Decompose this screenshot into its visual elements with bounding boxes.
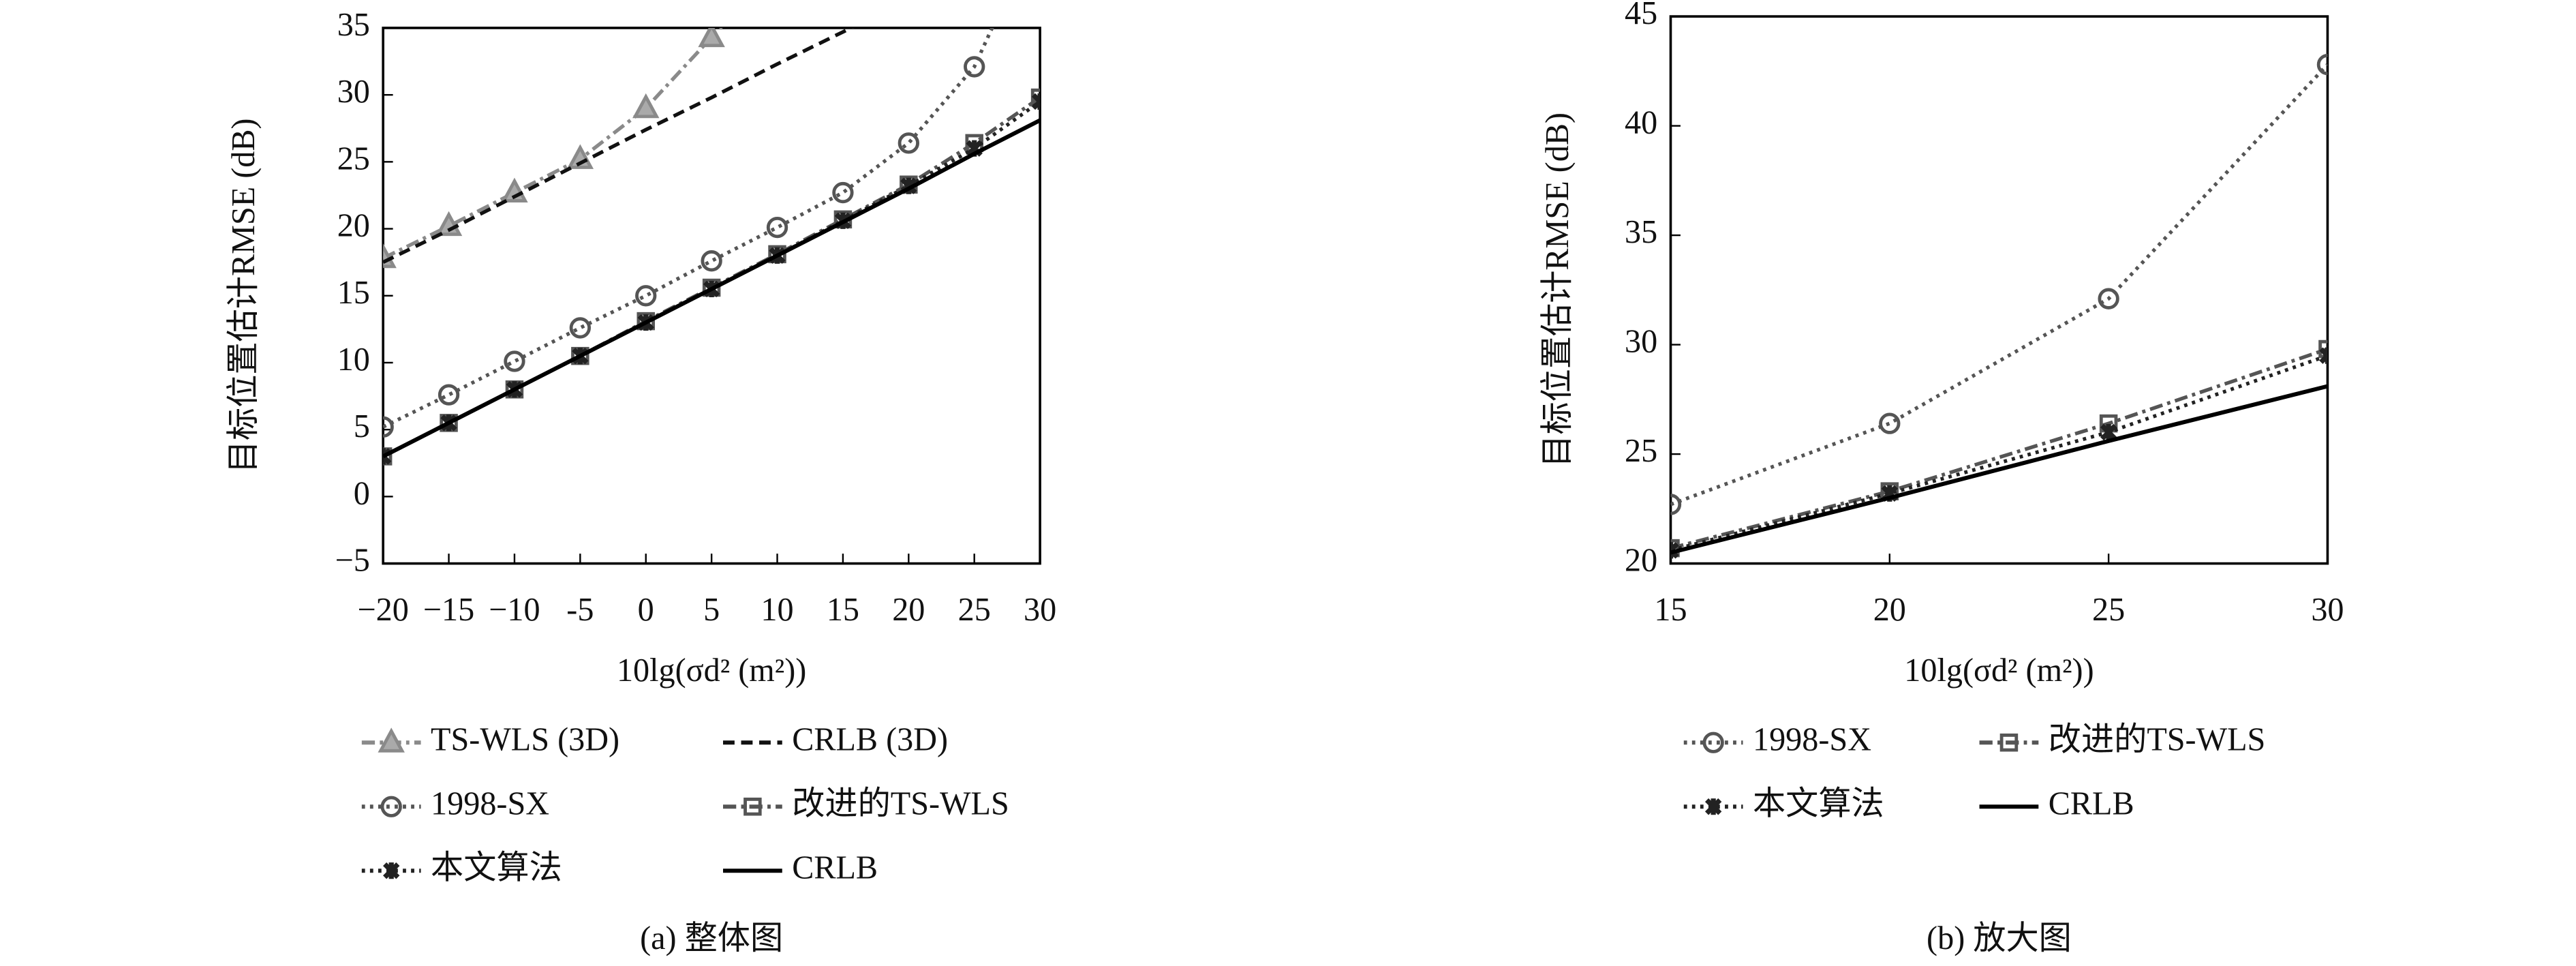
marker [701, 250, 722, 272]
series-line [383, 100, 1041, 458]
legend-label: 1998-SX [1753, 721, 1871, 757]
marker [743, 797, 762, 816]
x-tick-label: 5 [703, 592, 720, 628]
marker [832, 181, 854, 204]
marker [438, 384, 460, 406]
marker [1999, 734, 2019, 752]
legend-label: CRLB [792, 849, 878, 886]
legend-label: 1998-SX [431, 785, 549, 821]
x-tick-label: −10 [489, 592, 540, 628]
marker [2318, 339, 2328, 359]
marker [1704, 798, 1722, 815]
y-tick-label: 25 [1625, 433, 1657, 469]
series-line [1670, 354, 2328, 552]
plot-frame [1669, 15, 2329, 565]
y-tick-label: 40 [1625, 105, 1657, 141]
y-tick-label: 35 [1625, 214, 1657, 250]
series-line [1670, 347, 2328, 550]
plot-area [383, 27, 1041, 466]
x-axis-label: 10lg(σd² (m²)) [1904, 652, 2094, 689]
marker [898, 132, 919, 154]
y-axis-label: 目标位置估计RMSE (dB) [226, 118, 262, 473]
x-tick-label: -5 [566, 592, 594, 628]
marker [380, 796, 402, 817]
y-tick-label: 20 [1625, 543, 1657, 579]
y-tick-label: 10 [337, 342, 370, 378]
series-line [1670, 384, 2328, 555]
legend-label: 改进的TS-WLS [2049, 721, 2266, 757]
marker [632, 93, 660, 119]
marker [698, 27, 725, 48]
marker [1670, 494, 1682, 515]
marker [504, 350, 525, 372]
marker [1670, 539, 1680, 558]
legend-label: CRLB [2049, 785, 2134, 821]
marker [964, 56, 985, 78]
x-tick-label: 10 [761, 592, 793, 628]
y-axis-label: 目标位置估计RMSE (dB) [1539, 112, 1576, 468]
marker [1879, 412, 1901, 434]
y-tick-label: 30 [1625, 324, 1657, 360]
marker [383, 862, 400, 879]
x-tick-label: 20 [1873, 592, 1906, 628]
y-tick-label: 30 [337, 74, 370, 110]
marker [1031, 93, 1041, 110]
series-line [1670, 63, 2328, 507]
y-tick-label: 15 [337, 275, 370, 311]
marker [635, 285, 657, 307]
x-tick-label: −20 [357, 592, 408, 628]
legend-label: CRLB (3D) [792, 721, 948, 757]
plot-area [1670, 54, 2328, 559]
marker [383, 416, 394, 438]
marker [2098, 288, 2119, 310]
caption: (b) 放大图 [1927, 920, 2072, 956]
y-tick-label: 0 [354, 475, 370, 511]
marker [1702, 731, 1724, 753]
series-line [383, 95, 1041, 458]
x-tick-label: 15 [1654, 592, 1687, 628]
y-tick-label: 25 [337, 140, 370, 177]
x-tick-label: 20 [892, 592, 925, 628]
legend-label: 改进的TS-WLS [792, 785, 1009, 821]
marker [1670, 542, 1679, 559]
marker [569, 317, 592, 339]
legend-label: TS-WLS (3D) [431, 721, 619, 757]
x-tick-label: −15 [423, 592, 474, 628]
y-tick-label: 45 [1625, 0, 1657, 31]
series-line [383, 118, 1041, 459]
marker [2319, 347, 2328, 364]
legend-label: 本文算法 [1753, 785, 1884, 821]
marker [383, 447, 393, 466]
marker [2100, 423, 2117, 441]
x-tick-label: 15 [827, 592, 859, 628]
y-tick-label: 35 [337, 7, 370, 43]
x-axis-label: 10lg(σd² (m²)) [617, 652, 806, 689]
marker [2316, 54, 2328, 76]
x-tick-label: 30 [2311, 592, 2344, 628]
y-tick-label: −5 [335, 543, 370, 579]
x-tick-label: 25 [2092, 592, 2125, 628]
x-tick-label: 30 [1024, 592, 1056, 628]
legend-label: 本文算法 [431, 849, 562, 886]
marker [378, 727, 405, 753]
y-tick-label: 5 [354, 408, 370, 444]
marker [766, 216, 788, 239]
y-tick-label: 20 [337, 208, 370, 244]
x-tick-label: 25 [958, 592, 991, 628]
caption: (a) 整体图 [640, 920, 783, 956]
x-tick-label: 0 [638, 592, 654, 628]
